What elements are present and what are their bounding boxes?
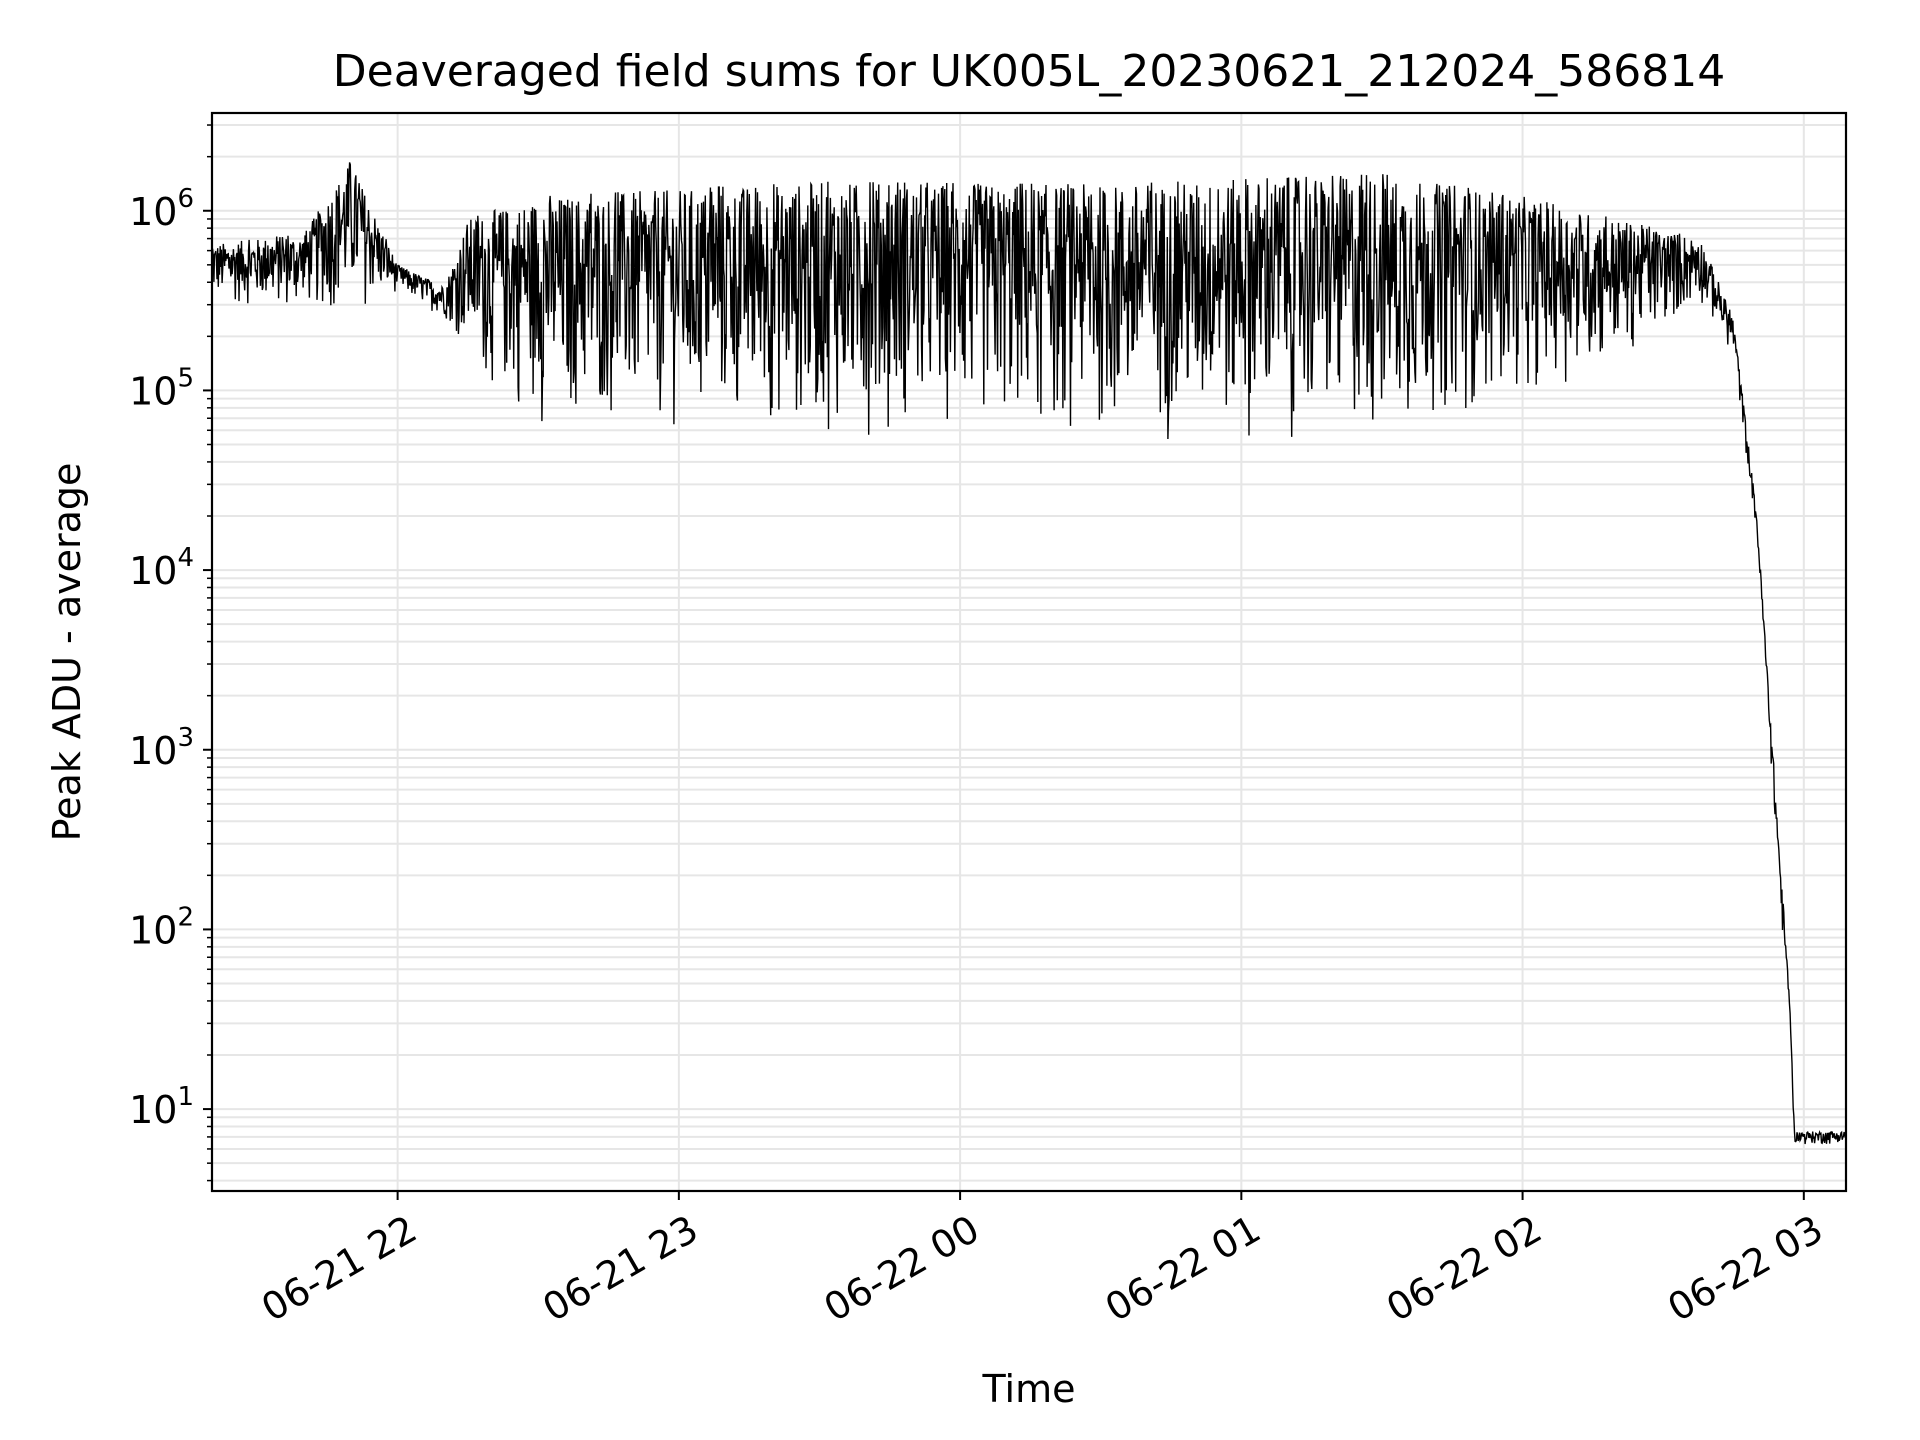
y-tick-label: 101 — [129, 1082, 194, 1132]
y-tick-label: 102 — [129, 902, 194, 952]
x-axis-label: Time — [982, 1367, 1076, 1411]
y-tick-label: 104 — [129, 543, 194, 593]
y-tick-label: 106 — [129, 184, 194, 234]
y-tick-label: 105 — [129, 363, 194, 413]
series-line — [212, 162, 1846, 1145]
y-axis: 101 102 103 104 105 106 — [129, 124, 212, 1182]
chart-title: Deaveraged field sums for UK005L_2023062… — [333, 46, 1725, 97]
plot-frame — [210, 111, 1848, 1193]
y-axis-label: Peak ADU - average — [45, 463, 89, 842]
y-tick-label: 103 — [129, 723, 194, 773]
